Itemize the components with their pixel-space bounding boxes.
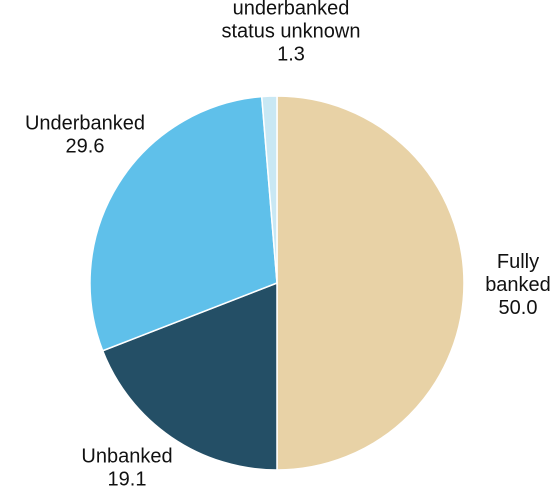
slice-name-line-underbanked: Underbanked [25, 113, 145, 135]
pie-slice-banked-underbanked-status-unknown [260, 95, 278, 284]
slice-value-fully-banked: 50.0 [499, 297, 538, 319]
slice-label-fully-banked: Fully banked 50.0 [485, 251, 551, 319]
pie-slice-unbanked [101, 281, 278, 471]
slice-name-line-fully-banked: Fully [497, 251, 539, 273]
slice-value-underbanked: 29.6 [66, 136, 105, 158]
slice-value-unbanked: 19.1 [108, 469, 147, 491]
slice-name-line-unbanked: Unbanked [81, 446, 172, 468]
slice-label-unbanked: Unbanked 19.1 [81, 446, 172, 491]
slice-value-banked-underbanked-status-unknown: 1.3 [277, 44, 305, 66]
pie-slice-fully-banked [276, 95, 465, 471]
slice-name-line-banked-underbanked-status-unknown: status unknown [222, 21, 361, 43]
pie-slice-underbanked [89, 95, 278, 352]
slice-name-line-fully-banked: banked [485, 274, 551, 296]
slice-label-underbanked: Underbanked 29.6 [25, 113, 145, 158]
slice-name-line-banked-underbanked-status-unknown: underbanked [233, 0, 350, 20]
